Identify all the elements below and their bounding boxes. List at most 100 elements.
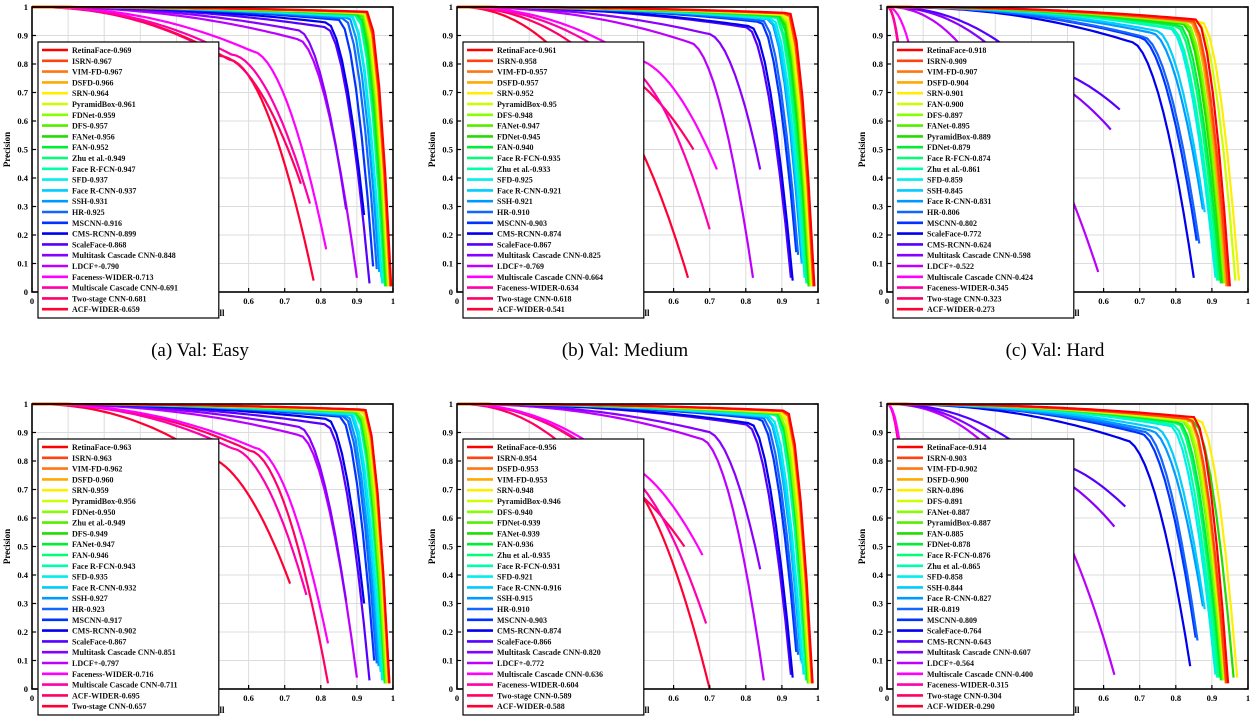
- legend-label: ISRN-0.954: [497, 454, 537, 463]
- legend-label: FANet-0.939: [497, 529, 540, 538]
- legend-label: Two-stage CNN-0.304: [927, 691, 1002, 700]
- pr-chart-2: 00.10.20.30.40.50.60.70.80.9100.10.20.30…: [425, 0, 825, 325]
- legend-item: DFS-0.891: [897, 497, 963, 506]
- legend-label: Zhu et al.-0.865: [927, 562, 980, 571]
- legend-label: ScaleFace-0.867: [497, 240, 551, 249]
- legend-label: RetinaFace-0.956: [497, 443, 556, 452]
- legend-item: Faceness-WIDER-0.634: [467, 284, 579, 293]
- legend-label: SFD-0.925: [497, 176, 533, 185]
- legend-label: Zhu et al.-0.949: [72, 154, 125, 163]
- legend-label: CMS-RCNN-0.874: [497, 627, 561, 636]
- y-tick-label: 1: [449, 2, 453, 12]
- legend-label: ScaleFace-0.772: [927, 230, 981, 239]
- legend-label: MSCNN-0.802: [927, 219, 977, 228]
- legend-item: ISRN-0.963: [42, 454, 112, 463]
- legend-item: MSCNN-0.916: [42, 219, 122, 228]
- legend-item: SSH-0.931: [42, 197, 108, 206]
- y-tick-label: 1: [449, 399, 453, 409]
- y-tick-label: 0.6: [872, 116, 883, 126]
- legend-item: DFS-0.948: [467, 111, 533, 120]
- legend-item: FDNet-0.878: [897, 540, 970, 549]
- y-tick-label: 0: [879, 684, 883, 694]
- legend-item: PyramidBox-0.887: [897, 519, 991, 528]
- legend-item: Face R-FCN-0.943: [42, 562, 136, 571]
- legend-label: MSCNN-0.809: [927, 616, 977, 625]
- legend-label: Zhu et al.-0.935: [497, 551, 550, 560]
- legend-item: SRN-0.959: [42, 486, 109, 495]
- legend-label: Faceness-WIDER-0.315: [927, 681, 1009, 690]
- legend-label: VIM-FD-0.957: [497, 68, 547, 77]
- legend-label: FAN-0.885: [927, 529, 964, 538]
- y-tick-label: 0.3: [872, 202, 883, 212]
- legend-item: SRN-0.948: [467, 486, 534, 495]
- legend-item: SSH-0.845: [897, 186, 963, 195]
- legend-label: LDCF+-0.772: [497, 659, 544, 668]
- legend-item: Face R-CNN-0.932: [42, 583, 136, 592]
- legend-item: FANet-0.956: [42, 132, 115, 141]
- y-tick-label: 0.8: [442, 456, 453, 466]
- pr-chart-6: 00.10.20.30.40.50.60.70.80.9100.10.20.30…: [855, 397, 1254, 722]
- y-tick-label: 0: [449, 287, 453, 297]
- legend-label: HR-0.925: [72, 208, 105, 217]
- legend-item: RetinaFace-0.914: [897, 443, 986, 452]
- legend-item: ACF-WIDER-0.541: [467, 305, 565, 314]
- y-tick-label: 0.7: [872, 88, 883, 98]
- legend-label: Multiscale Cascade CNN-0.636: [497, 670, 603, 679]
- legend-label: FANet-0.895: [927, 122, 970, 131]
- legend: RetinaFace-0.918 ISRN-0.909 VIM-FD-0.907DS…: [892, 41, 1075, 319]
- legend-item: SFD-0.935: [42, 573, 108, 582]
- legend-item: FDNet-0.950: [42, 508, 115, 517]
- pr-chart-svg: 00.10.20.30.40.50.60.70.80.9100.10.20.30…: [427, 2, 820, 319]
- y-tick-label: 0.4: [442, 173, 453, 183]
- y-tick-label: 0.6: [17, 513, 28, 523]
- legend-item: SRN-0.901: [897, 89, 964, 98]
- x-tick-label: 0.6: [668, 693, 679, 703]
- legend-label: RetinaFace-0.918: [927, 46, 986, 55]
- legend-label: CMS-RCNN-0.643: [927, 637, 991, 646]
- legend-label: RetinaFace-0.969: [72, 46, 131, 55]
- legend-item: Two-stage CNN-0.589: [467, 691, 572, 700]
- legend-label: ScaleFace-0.868: [72, 240, 126, 249]
- legend-item: DFS-0.940: [467, 508, 533, 517]
- y-axis-label: Precision: [2, 132, 12, 167]
- x-tick-label: 1: [391, 693, 395, 703]
- x-tick-label: 0.9: [1207, 693, 1218, 703]
- legend-item: Two-stage CNN-0.657: [42, 702, 147, 711]
- legend-item: HR-0.910: [467, 208, 530, 217]
- legend-item: Multitask Cascade CNN-0.848: [42, 251, 176, 260]
- y-tick-label: 0.1: [442, 656, 453, 666]
- legend-item: FDNet-0.945: [467, 132, 540, 141]
- legend-item: SFD-0.925: [467, 176, 533, 185]
- legend-label: Face R-CNN-0.932: [72, 583, 136, 592]
- y-axis-label: Precision: [2, 529, 12, 564]
- y-axis-label: Precision: [857, 132, 867, 167]
- y-tick-label: 0.5: [872, 542, 883, 552]
- x-tick-label: 0.6: [1098, 296, 1109, 306]
- y-tick-label: 1: [879, 399, 883, 409]
- legend-label: DFS-0.897: [927, 111, 963, 120]
- legend-item: ACF-WIDER-0.588: [467, 702, 565, 711]
- y-tick-label: 0.6: [17, 116, 28, 126]
- legend-item: Face R-CNN-0.921: [467, 186, 561, 195]
- y-tick-label: 0.2: [442, 627, 453, 637]
- legend-item: FANet-0.887: [897, 508, 970, 517]
- legend-label: Faceness-WIDER-0.345: [927, 284, 1009, 293]
- x-tick-label: 0.9: [352, 693, 363, 703]
- legend-label: VIM-FD-0.953: [497, 475, 547, 484]
- legend-item: Zhu et al.-0.933: [467, 165, 550, 174]
- legend-item: RetinaFace-0.963: [42, 443, 131, 452]
- legend-label: Two-stage CNN-0.618: [497, 294, 572, 303]
- legend-label: ScaleFace-0.867: [72, 637, 126, 646]
- legend-label: FAN-0.946: [72, 551, 109, 560]
- legend-label: Face R-FCN-0.935: [497, 154, 561, 163]
- legend-label: DSFD-0.966: [72, 78, 114, 87]
- legend-label: Face R-CNN-0.827: [927, 594, 991, 603]
- legend-label: ISRN-0.963: [72, 454, 112, 463]
- legend-label: MSCNN-0.916: [72, 219, 122, 228]
- legend-item: MSCNN-0.809: [897, 616, 977, 625]
- y-tick-label: 0.7: [442, 88, 453, 98]
- legend-label: HR-0.910: [497, 605, 530, 614]
- legend-label: FAN-0.900: [927, 100, 964, 109]
- legend-label: Faceness-WIDER-0.634: [497, 284, 579, 293]
- legend-label: LDCF+-0.797: [72, 659, 119, 668]
